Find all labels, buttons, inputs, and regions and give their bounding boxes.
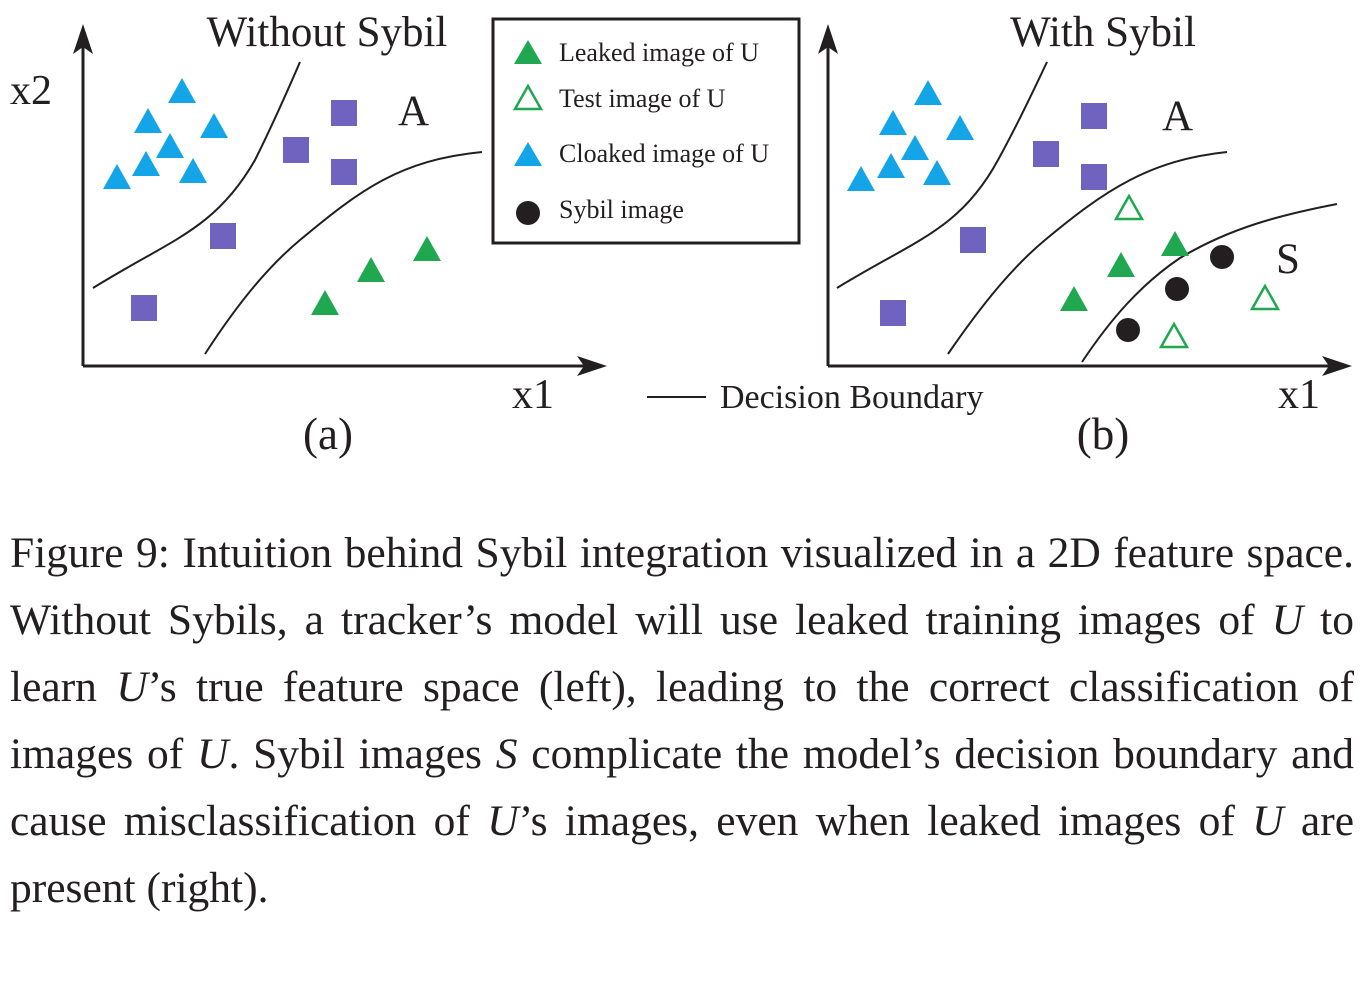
panel-b-class-a-points	[880, 103, 1107, 326]
legend-sybil-label: Sybil image	[559, 195, 684, 224]
legend: Leaked image of U Test image of U Cloake…	[491, 17, 801, 245]
cloaked-image-marker	[103, 164, 131, 189]
legend-cloaked-icon	[514, 142, 542, 166]
caption-part: . Sybil images	[228, 730, 496, 778]
panel-a-title: Without Sybil	[207, 9, 448, 56]
cloaked-image-marker	[901, 135, 929, 160]
panel-b-x-axis-label: x1	[1278, 372, 1320, 418]
panel-b-decision-boundary-3	[1081, 203, 1338, 363]
sybil-image-marker	[1210, 245, 1234, 269]
panel-a-leaked-points	[311, 236, 441, 315]
class-a-marker	[331, 159, 357, 185]
panel-a-decision-boundary-2	[204, 151, 483, 355]
panel-b-leaked-points	[1060, 231, 1189, 311]
panel-a-class-a-points	[131, 100, 357, 321]
caption-symbol-u: U	[1271, 596, 1304, 644]
leaked-image-marker	[1107, 252, 1135, 277]
class-a-marker	[1081, 103, 1107, 129]
caption-symbol-s: S	[495, 730, 518, 778]
panel-b-sybil-points	[1116, 245, 1234, 342]
panel-b-x-axis-arrow	[1322, 356, 1352, 376]
legend-leaked-label: Leaked image of U	[559, 38, 759, 67]
panel-b-title: With Sybil	[1010, 9, 1196, 56]
test-image-marker	[1249, 283, 1281, 311]
leaked-image-marker	[311, 290, 339, 315]
cloaked-image-marker	[132, 151, 160, 176]
cloaked-image-marker	[168, 78, 196, 103]
panel-a-y-axis-arrow	[73, 24, 93, 54]
panel-b-region-label-a: A	[1162, 93, 1193, 140]
cloaked-image-marker	[879, 110, 907, 135]
panel-a-y-axis-label: x2	[10, 68, 52, 114]
cloaked-image-marker	[156, 133, 184, 158]
class-a-marker	[283, 137, 309, 163]
class-a-marker	[1081, 164, 1107, 190]
panel-b-y-axis-arrow	[818, 24, 838, 54]
panel-a-sublabel: (a)	[303, 409, 353, 459]
caption-part: ’s true feature space (left), leading to…	[10, 663, 1355, 778]
legend-box	[491, 17, 801, 245]
caption-symbol-u: U	[116, 663, 148, 711]
panel-a: Without Sybil x2 x1 A (a)	[10, 9, 607, 459]
caption-symbol-u: U	[1252, 797, 1284, 845]
sybil-image-marker	[1165, 277, 1189, 301]
sybil-image-marker	[1116, 318, 1140, 342]
legend-test-icon	[512, 83, 544, 111]
leaked-image-marker	[413, 236, 441, 261]
panel-b-test-points	[1113, 193, 1281, 349]
cloaked-image-marker	[200, 113, 228, 138]
caption-part: Figure 9: Intuition behind Sybil integra…	[10, 529, 1354, 644]
panel-b-cloaked-points	[847, 80, 974, 191]
figure-diagram: Without Sybil x2 x1 A (a)	[10, 9, 1352, 459]
leaked-image-marker	[1161, 231, 1189, 256]
caption-part: are present (right).	[10, 797, 1355, 912]
caption-part: complicate the model’s decision boundary…	[10, 730, 1354, 845]
panel-b-decision-boundary-2	[947, 151, 1228, 355]
cloaked-image-marker	[877, 153, 905, 178]
caption-symbol-u: U	[197, 730, 229, 778]
caption-symbol-u: U	[487, 797, 519, 845]
leaked-image-marker	[1060, 286, 1088, 311]
cloaked-image-marker	[179, 158, 207, 183]
caption-part: to learn	[10, 596, 1354, 711]
cloaked-image-marker	[923, 160, 951, 185]
class-a-marker	[1033, 141, 1059, 167]
class-a-marker	[331, 100, 357, 126]
class-a-marker	[210, 223, 236, 249]
panel-a-x-axis-arrow	[577, 356, 607, 376]
class-a-marker	[880, 300, 906, 326]
caption-part: ’s images, even when leaked images of	[518, 797, 1253, 845]
panel-a-region-label-a: A	[398, 88, 429, 135]
decision-boundary-legend: Decision Boundary	[647, 379, 983, 416]
legend-test-label: Test image of U	[559, 84, 726, 113]
test-image-marker	[1113, 193, 1145, 221]
panel-b: With Sybil x1 A S (b)	[818, 9, 1352, 459]
panel-b-decision-boundary-1	[836, 61, 1048, 289]
class-a-marker	[960, 227, 986, 253]
cloaked-image-marker	[946, 115, 974, 140]
class-a-marker	[131, 295, 157, 321]
cloaked-image-marker	[847, 166, 875, 191]
figure-caption: Figure 9: Intuition behind Sybil integra…	[10, 520, 1354, 922]
legend-cloaked-label: Cloaked image of U	[559, 139, 769, 168]
cloaked-image-marker	[134, 108, 162, 133]
panel-a-cloaked-points	[103, 78, 228, 189]
panel-b-region-label-s: S	[1276, 236, 1300, 283]
panel-b-sublabel: (b)	[1077, 409, 1129, 459]
cloaked-image-marker	[914, 80, 942, 105]
leaked-image-marker	[357, 257, 385, 282]
panel-a-x-axis-label: x1	[512, 372, 554, 418]
decision-boundary-legend-label: Decision Boundary	[720, 379, 983, 416]
legend-sybil-icon	[516, 201, 540, 225]
panel-a-decision-boundary-1	[92, 61, 301, 289]
test-image-marker	[1158, 321, 1190, 349]
legend-leaked-icon	[514, 40, 542, 64]
